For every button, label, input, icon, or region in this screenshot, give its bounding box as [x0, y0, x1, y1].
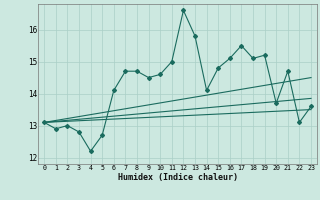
- X-axis label: Humidex (Indice chaleur): Humidex (Indice chaleur): [118, 173, 238, 182]
